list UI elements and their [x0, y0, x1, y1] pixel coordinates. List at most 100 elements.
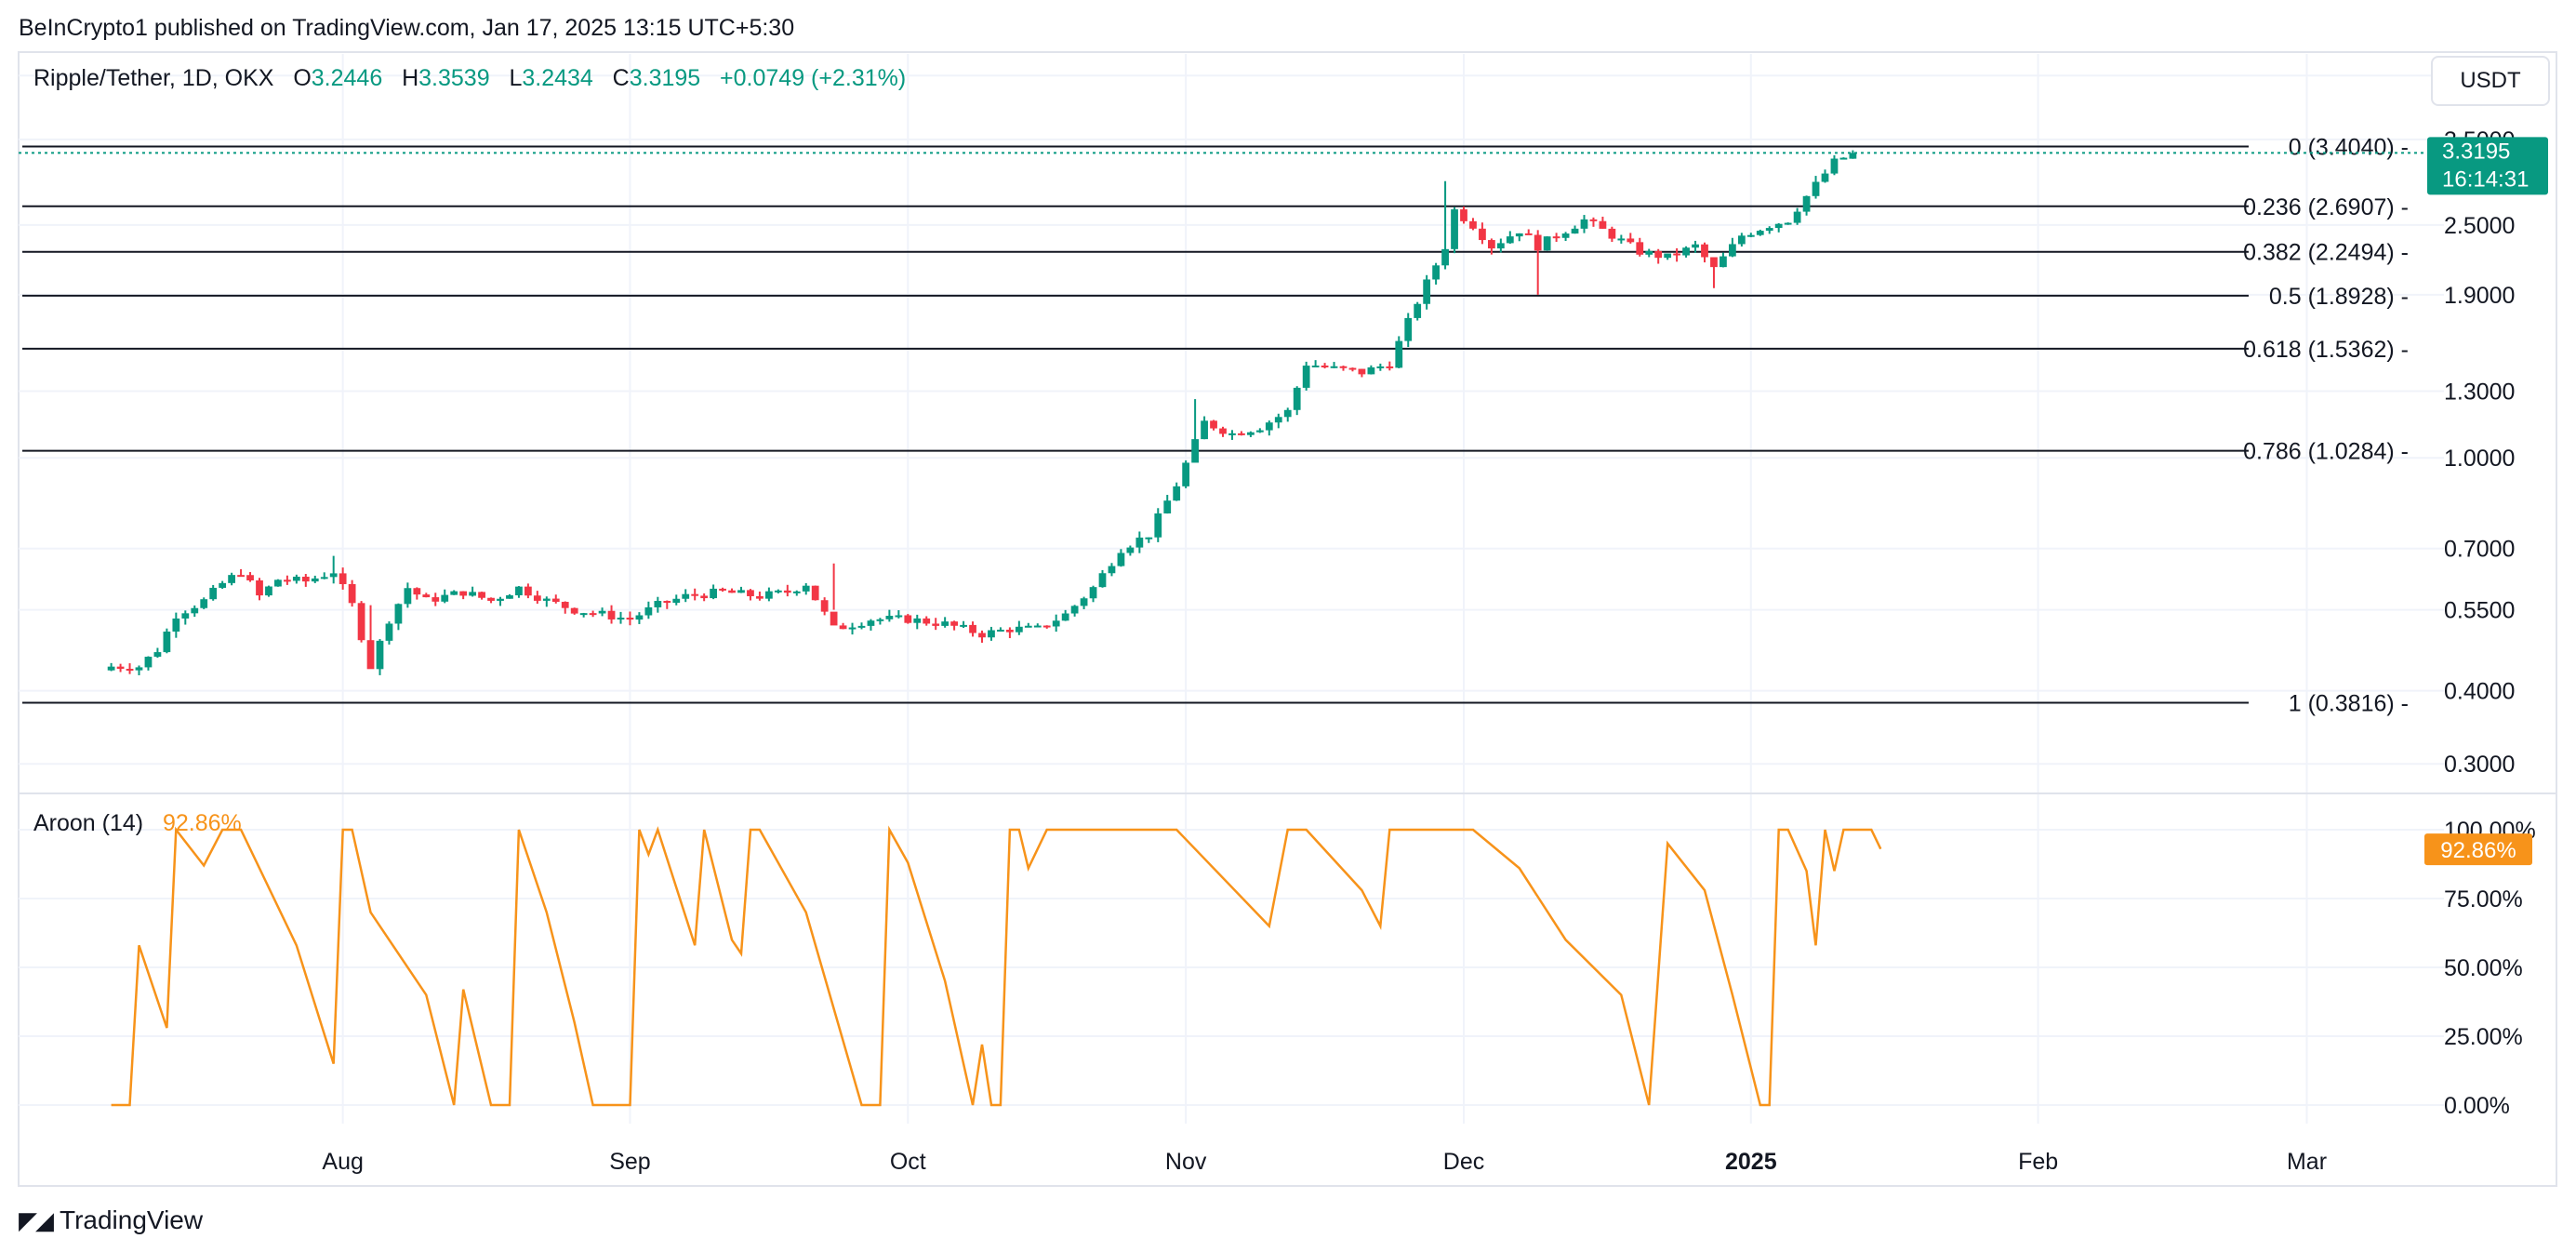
candle-body[interactable]: [913, 618, 922, 623]
candle-body[interactable]: [1487, 240, 1495, 249]
candle-body[interactable]: [469, 592, 477, 596]
candle-body[interactable]: [1173, 486, 1181, 501]
candle-body[interactable]: [542, 598, 551, 601]
candle-body[interactable]: [246, 575, 254, 580]
candle-body[interactable]: [1636, 242, 1644, 255]
candle-body[interactable]: [978, 633, 986, 638]
candle-body[interactable]: [515, 586, 523, 595]
candle-body[interactable]: [1561, 233, 1570, 238]
candle-body[interactable]: [1395, 340, 1403, 368]
candle-body[interactable]: [1070, 606, 1079, 614]
candle-body[interactable]: [274, 579, 282, 587]
candle-body[interactable]: [1348, 367, 1357, 370]
candle-body[interactable]: [820, 600, 829, 612]
candle-body[interactable]: [1358, 368, 1366, 375]
candle-body[interactable]: [1580, 219, 1588, 229]
candle-body[interactable]: [1793, 211, 1801, 223]
candle-body[interactable]: [1821, 173, 1829, 182]
candle-body[interactable]: [348, 583, 356, 604]
candle-body[interactable]: [1145, 537, 1153, 539]
candle-body[interactable]: [524, 586, 532, 596]
candle-body[interactable]: [700, 595, 709, 599]
candle-body[interactable]: [1042, 625, 1051, 628]
candle-body[interactable]: [376, 640, 384, 670]
candle-body[interactable]: [1737, 235, 1746, 245]
candle-body[interactable]: [811, 585, 819, 601]
candle-body[interactable]: [1496, 243, 1505, 249]
candle-body[interactable]: [1710, 257, 1718, 268]
candle-body[interactable]: [1246, 432, 1255, 435]
candle-body[interactable]: [366, 640, 375, 670]
candle-body[interactable]: [848, 627, 856, 630]
candle-body[interactable]: [1311, 365, 1320, 367]
candle-body[interactable]: [1784, 222, 1792, 225]
candle-body[interactable]: [1339, 366, 1348, 368]
candle-body[interactable]: [1432, 265, 1441, 280]
candle-body[interactable]: [441, 594, 449, 602]
candle-body[interactable]: [867, 620, 875, 626]
candle-body[interactable]: [209, 587, 218, 600]
candle-body[interactable]: [783, 590, 791, 593]
candle-body[interactable]: [904, 615, 912, 623]
candle-body[interactable]: [561, 602, 569, 608]
candle-body[interactable]: [506, 594, 513, 599]
candle-body[interactable]: [1210, 420, 1217, 429]
candle-body[interactable]: [181, 613, 190, 619]
candle-body[interactable]: [163, 631, 171, 653]
candle-body[interactable]: [265, 586, 272, 596]
candle-body[interactable]: [422, 594, 431, 598]
candle-body[interactable]: [570, 607, 578, 614]
candle-body[interactable]: [1673, 253, 1681, 256]
candle-body[interactable]: [1524, 233, 1533, 235]
candle-body[interactable]: [1330, 366, 1338, 368]
candle-body[interactable]: [719, 588, 726, 591]
candle-body[interactable]: [626, 618, 634, 620]
candle-body[interactable]: [459, 591, 468, 596]
candle-body[interactable]: [320, 577, 328, 579]
candle-body[interactable]: [774, 590, 782, 593]
candle-body[interactable]: [1627, 238, 1635, 243]
candle-body[interactable]: [1005, 629, 1014, 633]
tradingview-logo[interactable]: ◤◢ TradingView: [19, 1205, 203, 1235]
candle-body[interactable]: [1802, 195, 1811, 212]
candle-body[interactable]: [1654, 250, 1663, 259]
candle-body[interactable]: [126, 669, 134, 672]
candle-body[interactable]: [1274, 417, 1282, 423]
candle-body[interactable]: [1441, 248, 1449, 266]
candle-body[interactable]: [1774, 223, 1783, 229]
candle-body[interactable]: [385, 623, 393, 641]
candle-body[interactable]: [1571, 228, 1579, 234]
candle-body[interactable]: [191, 607, 199, 614]
candle-body[interactable]: [1506, 236, 1514, 244]
candle-body[interactable]: [432, 597, 440, 602]
candle-body[interactable]: [1265, 422, 1273, 431]
candle-body[interactable]: [1386, 366, 1394, 368]
candle-body[interactable]: [1830, 158, 1839, 174]
candle-body[interactable]: [1608, 228, 1616, 239]
candle-body[interactable]: [1321, 365, 1329, 367]
candle-body[interactable]: [1080, 598, 1088, 606]
candle-body[interactable]: [802, 585, 810, 592]
candle-body[interactable]: [1469, 220, 1477, 229]
candle-body[interactable]: [1423, 279, 1431, 304]
candle-body[interactable]: [607, 610, 616, 619]
candle-body[interactable]: [1701, 244, 1708, 258]
candle-body[interactable]: [413, 588, 421, 595]
candle-body[interactable]: [950, 621, 959, 626]
candle-body[interactable]: [339, 573, 347, 584]
aroon-line[interactable]: [111, 825, 1882, 1107]
candle-body[interactable]: [1228, 433, 1236, 435]
candle-body[interactable]: [1552, 236, 1560, 239]
candle-body[interactable]: [1839, 157, 1848, 160]
candle-body[interactable]: [1255, 430, 1264, 433]
candle-body[interactable]: [1617, 238, 1626, 241]
candle-body[interactable]: [311, 578, 319, 582]
candle-body[interactable]: [1108, 566, 1116, 574]
candle-body[interactable]: [1117, 553, 1125, 566]
candle-body[interactable]: [1451, 209, 1458, 249]
candle-body[interactable]: [988, 630, 995, 638]
candle-body[interactable]: [228, 575, 236, 583]
candle-body[interactable]: [107, 666, 115, 671]
candle-body[interactable]: [756, 595, 764, 599]
candle-body[interactable]: [487, 597, 495, 601]
